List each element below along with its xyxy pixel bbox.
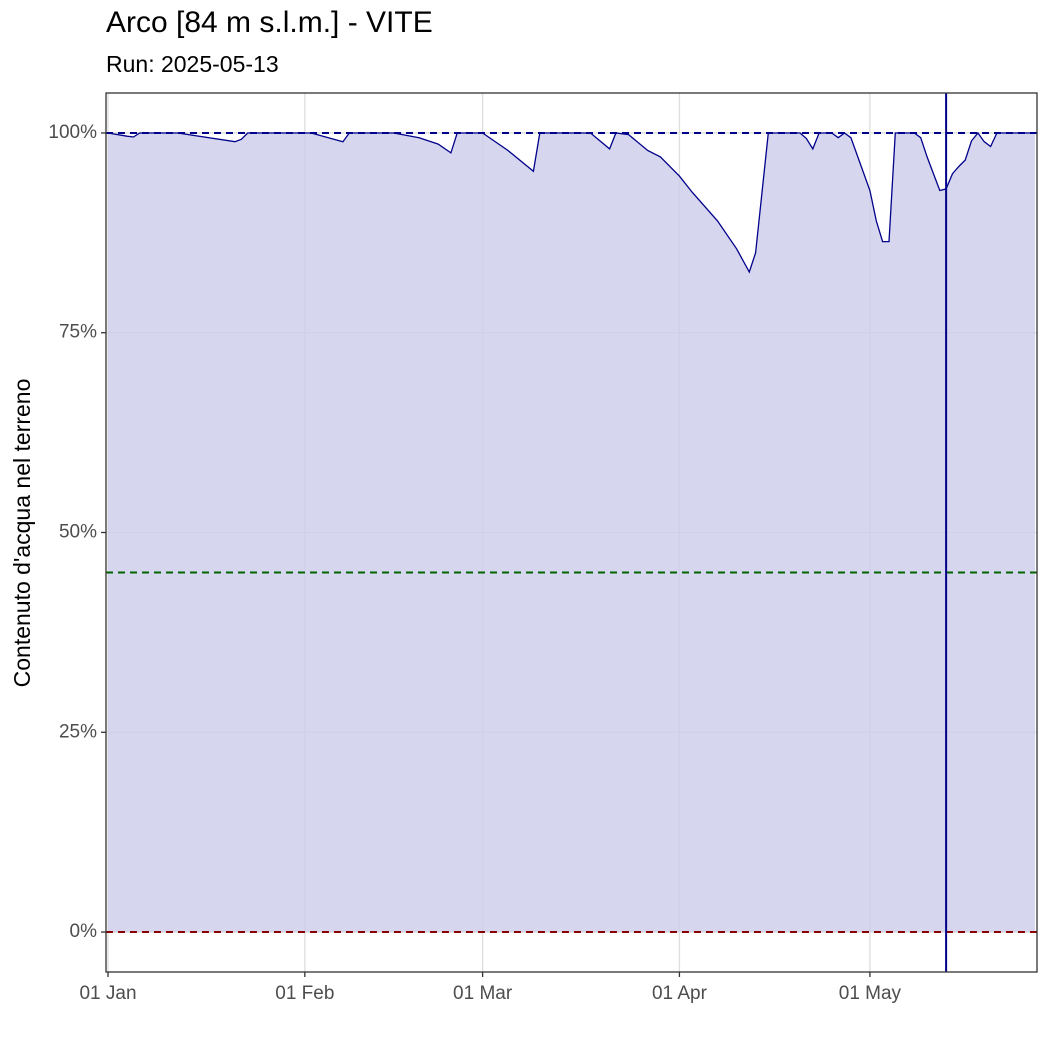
- y-tick-label: 75%: [59, 322, 97, 343]
- x-tick-label: 01 May: [839, 983, 902, 1004]
- chart-subtitle: Run: 2025-05-13: [106, 51, 279, 77]
- y-tick-label: 50%: [59, 522, 97, 543]
- x-tick-label: 01 Feb: [275, 983, 334, 1004]
- y-axis-label: Contenuto d'acqua nel terreno: [9, 379, 35, 688]
- y-tick-label: 25%: [59, 721, 97, 742]
- x-tick-label: 01 Apr: [652, 983, 708, 1004]
- chart-title: Arco [84 m s.l.m.] - VITE: [106, 6, 433, 39]
- line: [107, 131, 1035, 274]
- x-tick-label: 01 Mar: [453, 983, 513, 1004]
- y-tick-label: 100%: [48, 122, 97, 143]
- x-tick-label: 01 Jan: [79, 983, 136, 1004]
- area: [108, 133, 1035, 933]
- y-tick-label: 0%: [70, 921, 98, 942]
